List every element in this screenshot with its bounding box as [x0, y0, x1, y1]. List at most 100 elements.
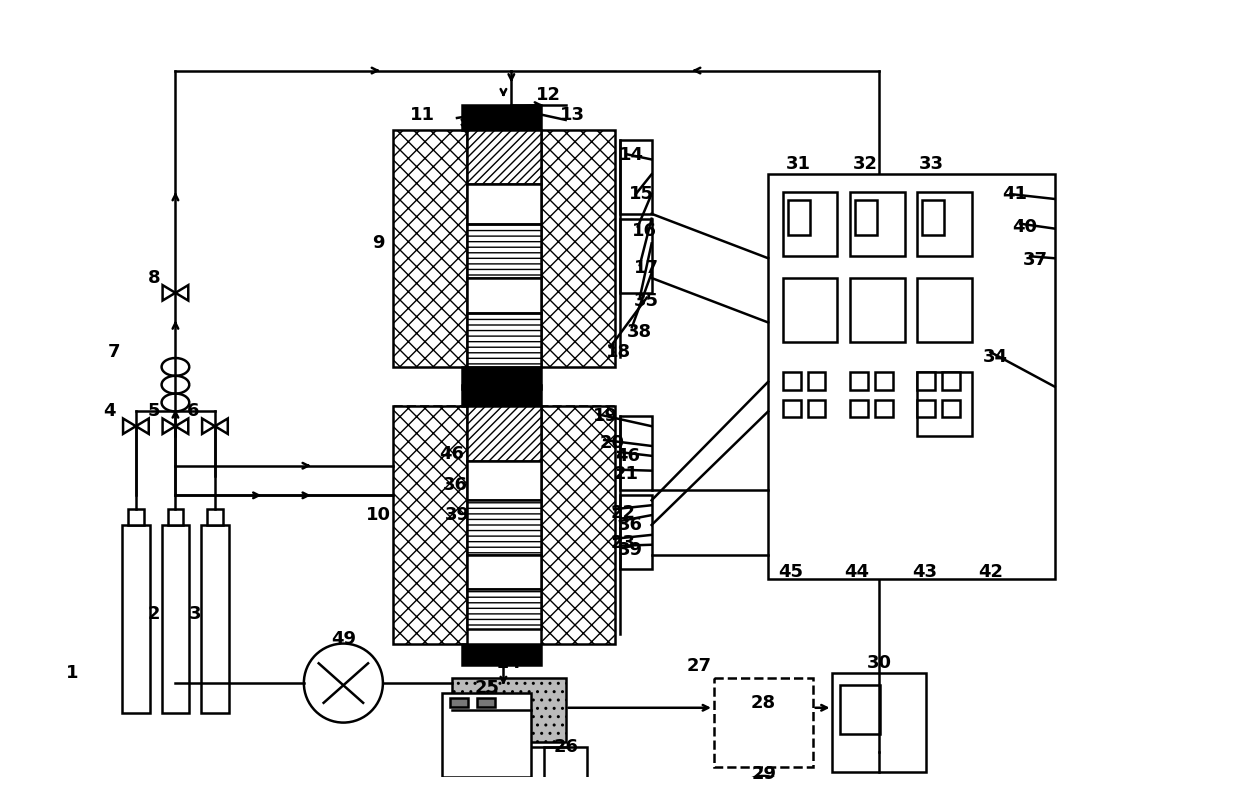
- Bar: [769, 174, 1055, 579]
- Text: 23: 23: [610, 534, 635, 552]
- Bar: [851, 400, 868, 418]
- Text: 37: 37: [1023, 251, 1048, 269]
- Bar: [807, 400, 826, 418]
- Bar: [207, 509, 223, 525]
- Bar: [467, 312, 541, 367]
- Text: 34: 34: [983, 348, 1008, 366]
- Bar: [851, 372, 868, 389]
- Text: 31: 31: [785, 155, 810, 173]
- Bar: [851, 192, 904, 256]
- Bar: [467, 590, 541, 629]
- Bar: [541, 130, 615, 367]
- Text: 36: 36: [618, 516, 642, 534]
- Bar: [942, 400, 960, 418]
- Bar: [875, 400, 893, 418]
- Bar: [544, 747, 588, 785]
- Text: 49: 49: [331, 630, 356, 648]
- Text: 46: 46: [615, 447, 640, 465]
- Bar: [918, 278, 972, 342]
- Bar: [467, 184, 541, 224]
- Text: 41: 41: [1003, 185, 1028, 203]
- Bar: [463, 105, 541, 130]
- Bar: [467, 461, 541, 500]
- Text: 8: 8: [148, 269, 160, 287]
- Bar: [128, 509, 144, 525]
- Text: 45: 45: [779, 564, 804, 582]
- Text: 39: 39: [444, 506, 470, 524]
- Text: 16: 16: [632, 221, 657, 239]
- Bar: [832, 674, 926, 772]
- Bar: [782, 372, 801, 389]
- Bar: [782, 400, 801, 418]
- Bar: [201, 525, 228, 713]
- Text: 7: 7: [108, 343, 120, 361]
- Bar: [476, 698, 495, 706]
- Text: 4: 4: [103, 403, 115, 421]
- Bar: [714, 678, 812, 767]
- Bar: [161, 525, 190, 713]
- Text: 38: 38: [627, 323, 652, 341]
- Bar: [620, 219, 651, 293]
- Text: 11: 11: [410, 106, 435, 124]
- Text: 40: 40: [1013, 217, 1038, 236]
- Text: 12: 12: [537, 86, 562, 104]
- Text: 3: 3: [188, 605, 201, 623]
- Bar: [463, 367, 541, 389]
- Bar: [467, 130, 541, 184]
- Text: 36: 36: [443, 476, 467, 495]
- Bar: [918, 400, 935, 418]
- Bar: [620, 140, 651, 214]
- Bar: [918, 372, 972, 436]
- Text: 24: 24: [497, 655, 522, 672]
- Text: 9: 9: [372, 235, 384, 253]
- Bar: [923, 200, 944, 235]
- Bar: [393, 130, 467, 367]
- Text: 28: 28: [750, 694, 776, 712]
- Bar: [807, 372, 826, 389]
- Bar: [467, 500, 541, 555]
- Text: 19: 19: [593, 407, 618, 425]
- Bar: [463, 385, 541, 407]
- Text: 29: 29: [751, 765, 776, 783]
- Text: 27: 27: [687, 657, 712, 675]
- Text: 22: 22: [610, 504, 635, 522]
- Text: 17: 17: [634, 259, 660, 277]
- Bar: [122, 525, 150, 713]
- Text: 42: 42: [978, 564, 1003, 582]
- Text: 32: 32: [853, 155, 878, 173]
- Text: 25: 25: [474, 679, 500, 697]
- Text: 15: 15: [629, 185, 655, 203]
- Text: 30: 30: [867, 655, 892, 672]
- Text: 6: 6: [187, 403, 200, 421]
- Text: 44: 44: [844, 564, 869, 582]
- Text: 35: 35: [634, 292, 660, 310]
- Text: 18: 18: [605, 343, 631, 361]
- Text: 13: 13: [560, 106, 585, 124]
- Text: 20: 20: [600, 434, 625, 452]
- Text: 1: 1: [66, 664, 78, 682]
- Text: 2: 2: [148, 605, 160, 623]
- Bar: [875, 372, 893, 389]
- Bar: [467, 555, 541, 590]
- Text: 21: 21: [614, 465, 639, 483]
- Bar: [541, 407, 615, 644]
- Text: 33: 33: [919, 155, 944, 173]
- Bar: [453, 678, 565, 743]
- Bar: [443, 693, 531, 777]
- Text: 10: 10: [366, 506, 391, 524]
- Bar: [942, 372, 960, 389]
- Bar: [782, 278, 837, 342]
- Bar: [167, 509, 184, 525]
- Bar: [782, 192, 837, 256]
- Bar: [841, 685, 880, 735]
- Text: 43: 43: [911, 564, 936, 582]
- Bar: [393, 407, 467, 644]
- Bar: [851, 278, 904, 342]
- Bar: [856, 200, 877, 235]
- Text: 26: 26: [553, 738, 578, 756]
- Text: 39: 39: [618, 541, 642, 559]
- Text: 14: 14: [619, 145, 645, 163]
- Bar: [620, 416, 651, 491]
- Text: 5: 5: [148, 403, 160, 421]
- Bar: [467, 224, 541, 278]
